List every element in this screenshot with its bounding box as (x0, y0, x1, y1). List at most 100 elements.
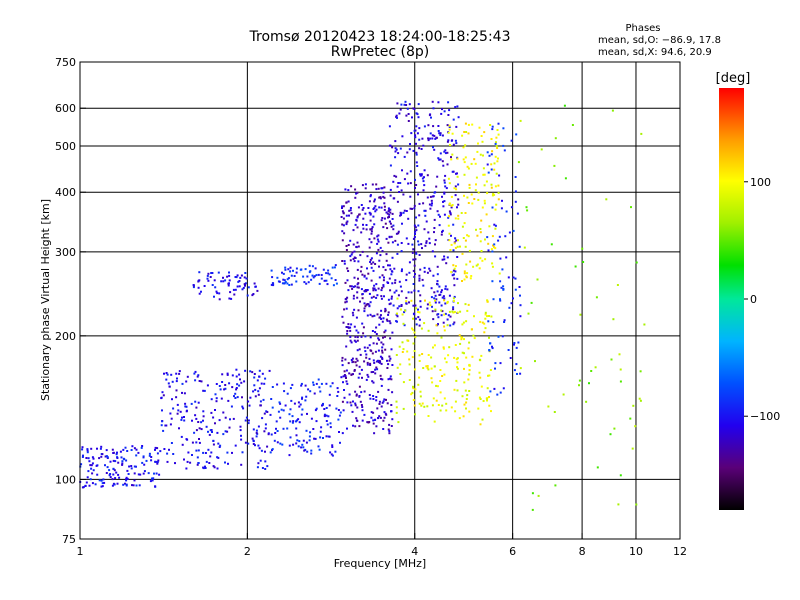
data-point (233, 395, 235, 398)
data-point (372, 342, 375, 345)
data-point (315, 382, 318, 385)
data-point (100, 485, 103, 488)
data-point (410, 299, 413, 302)
data-point (352, 373, 354, 376)
data-point (351, 357, 354, 360)
data-point (390, 297, 393, 300)
data-point (431, 404, 434, 407)
data-point (423, 209, 426, 212)
data-point (271, 448, 274, 451)
data-point (399, 285, 402, 288)
data-point (396, 200, 399, 203)
data-point (198, 441, 201, 444)
data-point (271, 282, 274, 285)
data-point (270, 433, 273, 436)
data-point (289, 266, 292, 269)
data-point (302, 275, 305, 278)
data-point (310, 278, 313, 281)
data-point (617, 503, 620, 506)
data-point (210, 272, 213, 274)
data-point (376, 235, 379, 238)
data-point (519, 367, 522, 370)
data-point (453, 311, 456, 313)
data-point (289, 387, 292, 390)
data-point (197, 462, 200, 464)
data-point (354, 188, 357, 191)
data-point (639, 399, 642, 402)
data-point (383, 202, 386, 205)
data-point (462, 321, 465, 324)
data-point (417, 224, 420, 227)
data-point (487, 320, 490, 323)
data-point (465, 320, 468, 323)
data-point (276, 383, 279, 386)
data-point (320, 382, 323, 385)
data-point (415, 229, 418, 232)
data-point (444, 285, 447, 288)
data-point (350, 253, 353, 256)
data-point (452, 300, 455, 302)
data-point (194, 379, 197, 382)
data-point (257, 444, 260, 447)
data-point (195, 449, 198, 452)
data-point (588, 382, 590, 385)
data-point (257, 390, 260, 393)
data-point (431, 305, 433, 308)
data-point (387, 428, 390, 431)
data-point (164, 424, 167, 427)
data-point (435, 399, 438, 402)
data-point (486, 236, 489, 239)
data-point (483, 322, 486, 325)
data-point (462, 237, 465, 239)
data-point (247, 419, 250, 422)
data-point (179, 410, 182, 413)
data-point (341, 400, 344, 403)
data-point (228, 297, 231, 300)
data-point (235, 388, 238, 391)
data-point (350, 185, 353, 188)
data-point (409, 170, 412, 173)
data-point (373, 198, 376, 201)
data-point (228, 382, 231, 385)
data-point (197, 286, 200, 289)
data-point (448, 215, 450, 218)
data-point (378, 338, 381, 341)
data-point (235, 375, 238, 378)
data-point (468, 373, 471, 376)
data-point (453, 267, 456, 270)
data-point (143, 463, 146, 466)
data-point (487, 242, 490, 245)
data-point (197, 449, 200, 452)
data-point (381, 286, 384, 289)
data-point (485, 180, 488, 183)
data-point (413, 207, 416, 210)
data-point (485, 397, 488, 400)
data-point (343, 389, 345, 391)
data-point (434, 308, 437, 311)
data-point (380, 384, 383, 387)
data-point (341, 432, 344, 435)
data-point (215, 290, 218, 293)
data-point (361, 409, 364, 412)
data-point (395, 400, 398, 403)
data-point (478, 371, 481, 374)
data-point (619, 380, 622, 383)
data-point (295, 442, 298, 445)
data-point (496, 160, 499, 163)
data-point (489, 342, 491, 345)
data-point (540, 148, 543, 151)
data-point (458, 417, 461, 420)
data-point (431, 202, 433, 205)
data-point (361, 376, 363, 379)
data-point (247, 286, 250, 289)
data-point (444, 185, 447, 188)
data-point (431, 195, 434, 198)
data-point (389, 289, 392, 292)
data-point (490, 186, 493, 189)
data-point (368, 246, 371, 249)
data-point (271, 276, 274, 279)
data-point (116, 482, 119, 485)
data-point (409, 207, 412, 210)
data-point (290, 274, 293, 277)
